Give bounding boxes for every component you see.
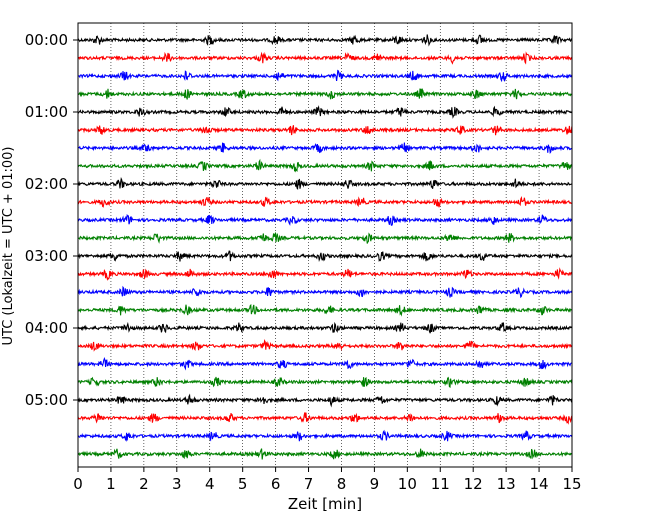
trace-series: [77, 231, 572, 244]
trace-series: [77, 69, 573, 83]
trace-series: [77, 321, 573, 334]
x-tick-label: 10: [398, 475, 417, 493]
trace-series: [77, 429, 573, 442]
y-axis-label: UTC (Lokalzeit = UTC + 01:00): [1, 147, 16, 346]
x-tick-label: 0: [73, 475, 83, 493]
y-tick-label: 05:00: [25, 391, 68, 409]
x-tick-label: 5: [238, 475, 248, 493]
trace-series: [77, 105, 573, 119]
x-tick-label: 12: [464, 475, 483, 493]
trace-series: [77, 34, 573, 47]
x-tick-label: 4: [205, 475, 215, 493]
trace-series: [77, 357, 572, 371]
x-tick-label: 8: [337, 475, 347, 493]
x-tick-label: 1: [106, 475, 116, 493]
trace-series: [77, 303, 573, 317]
x-axis-label: Zeit [min]: [288, 495, 362, 513]
trace-series: [77, 339, 573, 352]
grid-lines: [110, 23, 540, 467]
y-tick-label: 01:00: [25, 103, 68, 121]
y-axis-ticks: 00:00 01:00 02:00 03:00 04:00 05:00: [25, 31, 78, 409]
trace-series: [77, 250, 573, 262]
x-tick-label: 11: [431, 475, 450, 493]
trace-series: [77, 448, 572, 460]
x-tick-label: 2: [139, 475, 149, 493]
y-tick-label: 00:00: [25, 31, 68, 49]
trace-series: [77, 87, 573, 100]
x-tick-label: 9: [370, 475, 380, 493]
trace-series: [77, 376, 573, 388]
x-tick-label: 15: [562, 475, 581, 493]
trace-series: [77, 51, 573, 65]
y-tick-label: 02:00: [25, 175, 68, 193]
trace-series: [77, 195, 572, 209]
y-tick-label: 04:00: [25, 319, 68, 337]
trace-series: [77, 158, 573, 173]
trace-series: [77, 285, 573, 299]
x-tick-label: 13: [497, 475, 516, 493]
x-tick-label: 6: [271, 475, 281, 493]
trace-series: [77, 213, 573, 227]
trace-series: [77, 267, 573, 281]
x-tick-label: 7: [304, 475, 314, 493]
x-tick-label: 14: [530, 475, 549, 493]
x-tick-label: 3: [172, 475, 182, 493]
trace-series: [77, 412, 573, 425]
trace-series: [77, 142, 572, 155]
y-tick-label: 03:00: [25, 247, 68, 265]
trace-series: [77, 176, 572, 190]
trace-series: [77, 125, 573, 136]
x-axis-ticks: 0 1 2 3 4 5 6 7 8 9 10 11 12 13 14 15: [73, 467, 582, 493]
trace-series: [77, 393, 573, 408]
trace-series-group: [77, 34, 573, 460]
plot-frame: [77, 22, 573, 468]
